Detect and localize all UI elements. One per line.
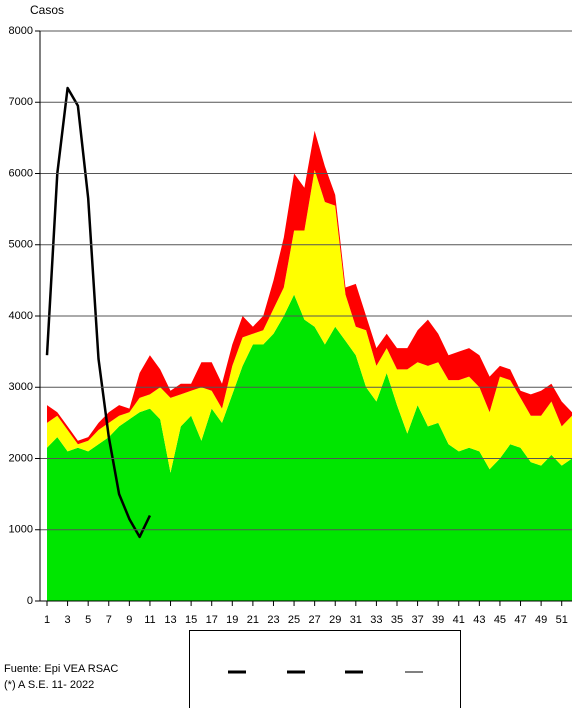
- y-tick-label: 5000: [9, 239, 33, 251]
- x-tick-label: 23: [267, 614, 279, 626]
- x-tick-label: 9: [126, 614, 132, 626]
- y-tick-label: 0: [27, 595, 33, 607]
- x-tick-label: 13: [164, 614, 176, 626]
- y-tick-label: 3000: [9, 381, 33, 393]
- x-tick-label: 33: [370, 614, 382, 626]
- source: Fuente: Epi VEA RSAC: [4, 663, 118, 675]
- x-tick-label: 47: [514, 614, 526, 626]
- area: [47, 169, 572, 473]
- x-tick-label: 7: [106, 614, 112, 626]
- y-axis-label: Casos: [30, 3, 64, 17]
- y-tick-label: 1000: [9, 524, 33, 536]
- x-tick-label: 19: [226, 614, 238, 626]
- x-tick-label: 37: [411, 614, 423, 626]
- x-tick-label: 3: [65, 614, 71, 626]
- x-tick-label: 41: [453, 614, 465, 626]
- x-tick-label: 1: [44, 614, 50, 626]
- legend-box: [189, 630, 461, 708]
- x-tick-label: 39: [432, 614, 444, 626]
- y-tick-label: 6000: [9, 167, 33, 179]
- x-tick-label: 25: [288, 614, 300, 626]
- x-tick-label: 51: [556, 614, 568, 626]
- y-tick-label: 8000: [9, 25, 33, 37]
- note: (*) A S.E. 11- 2022: [4, 679, 94, 691]
- area: [47, 294, 572, 601]
- x-tick-label: 27: [309, 614, 321, 626]
- x-tick-label: 17: [206, 614, 218, 626]
- y-tick-label: 7000: [9, 96, 33, 108]
- line: [45, 86, 152, 539]
- plot-area: [45, 86, 572, 601]
- x-tick-label: 15: [185, 614, 197, 626]
- x-tick-label: 43: [473, 614, 485, 626]
- x-tick-label: 45: [494, 614, 506, 626]
- y-tick-label: 4000: [9, 310, 33, 322]
- x-tick-label: 5: [85, 614, 91, 626]
- y-tick-label: 2000: [9, 452, 33, 464]
- x-tick-label: 11: [144, 614, 155, 626]
- legend: [189, 630, 461, 708]
- x-tick-label: 35: [391, 614, 403, 626]
- x-tick-label: 49: [535, 614, 547, 626]
- x-tick-label: 29: [329, 614, 341, 626]
- x-tick-label: 31: [350, 614, 362, 626]
- area: [47, 130, 572, 445]
- x-tick-label: 21: [247, 614, 259, 626]
